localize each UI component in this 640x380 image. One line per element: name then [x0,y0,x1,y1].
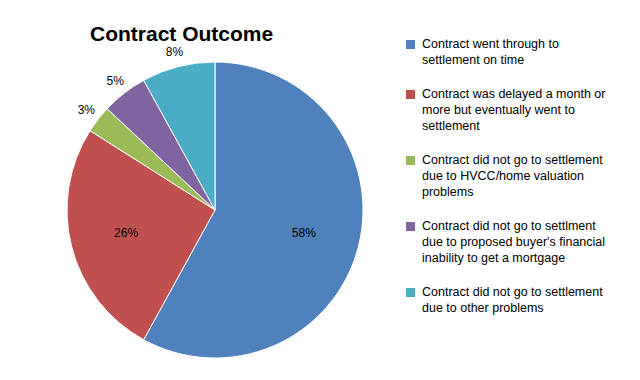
svg-text:3%: 3% [78,103,96,117]
html-text:Contract went through to settl: Contract went through to settlement on t… [422,37,559,67]
svg-text:5%: 5% [107,74,125,88]
html-text:Contract was delayed a month o: Contract was delayed a month or more but… [422,87,606,133]
svg-text:8%: 8% [166,45,184,59]
svg-text:26%: 26% [114,226,138,240]
html-text:Contract Outcome: Contract Outcome [90,22,274,45]
html-text:Contract did not go to settlem: Contract did not go to settlement due to… [422,285,603,315]
html-text:Contract did not go to settlme: Contract did not go to settlment due to … [422,219,606,265]
html-text:Contract did not go to settlem: Contract did not go to settlement due to… [422,153,603,199]
svg-text:58%: 58% [292,226,316,240]
